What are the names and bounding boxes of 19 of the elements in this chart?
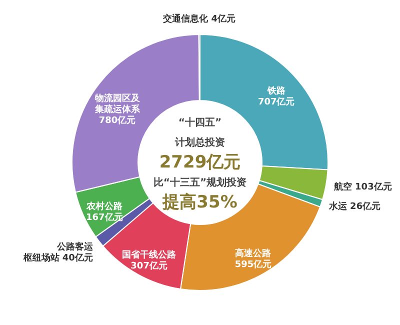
slice-label: 国省干线公路	[122, 249, 178, 260]
slice-label: 铁路	[266, 85, 286, 96]
text: 计划总投资	[174, 136, 225, 148]
data-label: 167亿元	[86, 212, 123, 223]
data-label: 595亿元	[234, 258, 272, 270]
data-label: 707亿元	[258, 96, 295, 108]
text: 2729亿元	[159, 152, 241, 172]
slice-label: 高速公路	[235, 248, 272, 259]
data-label: 307亿元	[130, 260, 168, 272]
text: 比“十三五”规划投资	[153, 176, 247, 188]
text: “十四五”	[178, 116, 222, 128]
slice-label: 农村公路	[85, 200, 124, 212]
slice-label: 物流园区及集疏运体系	[94, 92, 141, 115]
slice-label: 水运 26亿元	[328, 200, 381, 212]
data-label: 780亿元	[98, 114, 136, 126]
text: 提高35%	[162, 192, 238, 212]
slice-label: 交通信息化 4亿元	[162, 14, 236, 24]
slice-label: 公路客运枢纽场站 40亿元	[22, 241, 94, 264]
slice-label: 航空 103亿元	[332, 181, 392, 192]
